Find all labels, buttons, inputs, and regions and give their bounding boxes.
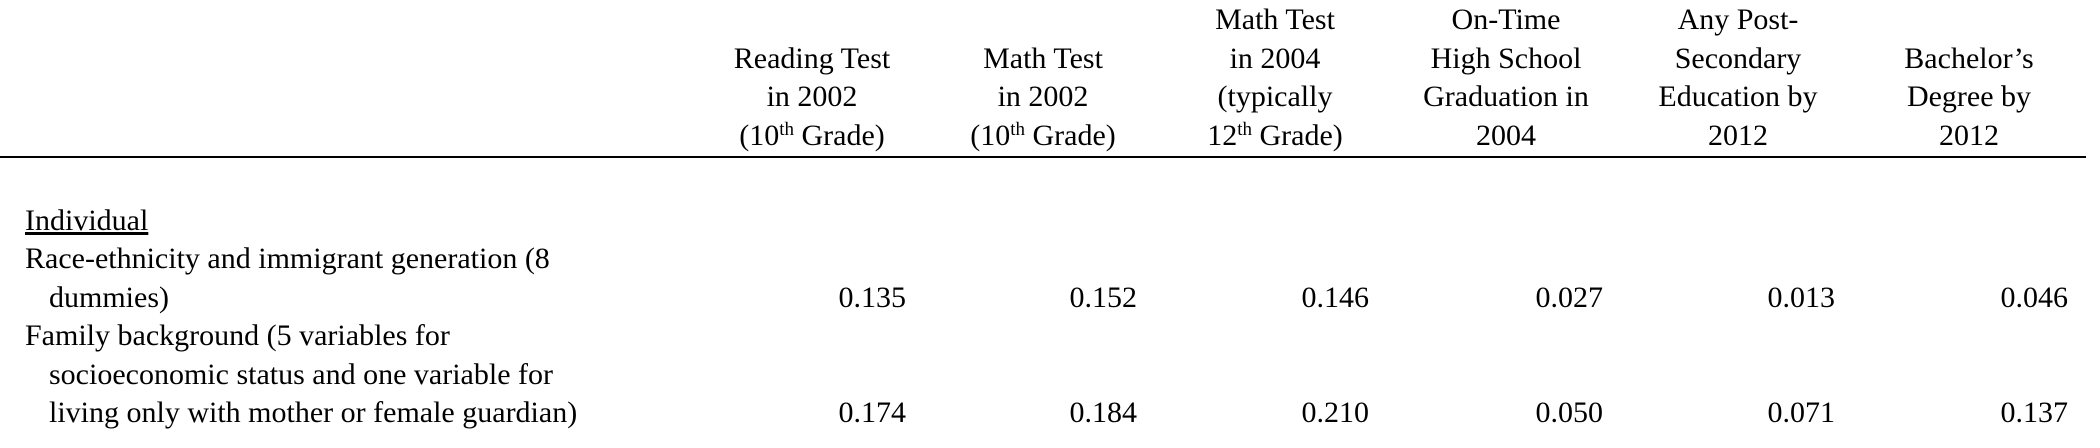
- section-label: Individual: [25, 204, 149, 237]
- column-header-line: High School: [1431, 41, 1582, 77]
- column-header-line: Graduation in: [1423, 79, 1589, 115]
- header-text: (10: [970, 119, 1011, 152]
- header-text: in 2002: [997, 80, 1089, 113]
- cell-value: 0.137: [2000, 396, 2069, 429]
- column-header-line: in 2002: [998, 79, 1089, 115]
- header-text: 2012: [1708, 119, 1768, 152]
- cell-value: 0.050: [1535, 396, 1604, 429]
- column-header-line: (10th Grade): [970, 118, 1116, 154]
- header-text: Math Test: [1215, 3, 1335, 36]
- header-text: Secondary: [1674, 42, 1802, 75]
- header-text: Bachelor’s: [1904, 42, 2034, 75]
- header-text: Any Post-: [1677, 3, 1799, 36]
- column-header-line: 2012: [1708, 118, 1768, 154]
- column-header-line: Any Post-: [1678, 2, 1799, 38]
- row-label: Family background (5 variables for: [25, 319, 450, 352]
- row-label: socioeconomic status and one variable fo…: [49, 357, 553, 391]
- column-header-line: (10th Grade): [739, 118, 885, 154]
- cell-value: 0.135: [838, 280, 907, 314]
- header-text: Grade): [1252, 119, 1343, 152]
- header-text: Grade): [794, 119, 885, 152]
- column-header-line: Math Test: [1215, 2, 1335, 38]
- header-text: 12: [1207, 119, 1238, 152]
- cell-value: 0.152: [1069, 280, 1138, 314]
- cell-value: 0.046: [2000, 280, 2069, 314]
- header-text: Math Test: [983, 42, 1103, 75]
- header-text: High School: [1430, 42, 1582, 75]
- header-text: in 2004: [1229, 42, 1321, 75]
- column-header-line: Math Test: [983, 41, 1103, 77]
- header-rule: [0, 156, 2086, 158]
- row-label: Race-ethnicity and immigrant generation …: [25, 242, 550, 275]
- cell-value: 0.146: [1301, 280, 1370, 314]
- column-header-line: in 2004: [1230, 41, 1321, 77]
- superscript: th: [779, 119, 794, 140]
- column-header-line: (typically: [1218, 79, 1333, 115]
- cell-value: 0.210: [1301, 396, 1370, 429]
- cell-value: 0.071: [1767, 396, 1836, 429]
- header-text: Graduation in: [1423, 80, 1589, 113]
- header-text: Degree by: [1906, 80, 2032, 113]
- cell-value: 0.027: [1535, 280, 1604, 314]
- header-text: On-Time: [1451, 3, 1561, 36]
- column-header-line: Education by: [1658, 79, 1817, 115]
- superscript: th: [1237, 119, 1252, 140]
- header-text: (10: [739, 119, 780, 152]
- column-header-line: in 2002: [767, 79, 858, 115]
- column-header-line: Degree by: [1907, 79, 2031, 115]
- cell-value: 0.184: [1069, 396, 1138, 429]
- column-header-line: Secondary: [1675, 41, 1802, 77]
- header-text: (typically: [1217, 80, 1333, 113]
- header-text: 2012: [1939, 119, 1999, 152]
- column-header-line: 2004: [1476, 118, 1536, 154]
- cell-value: 0.013: [1767, 280, 1836, 314]
- header-text: in 2002: [766, 80, 858, 113]
- header-text: 2004: [1476, 119, 1536, 152]
- column-header-line: 12th Grade): [1207, 118, 1343, 154]
- column-header-line: Bachelor’s: [1904, 41, 2033, 77]
- column-header-line: 2012: [1939, 118, 1999, 154]
- header-text: Education by: [1658, 80, 1818, 113]
- row-label: living only with mother or female guardi…: [49, 396, 578, 429]
- header-text: Reading Test: [733, 42, 891, 75]
- header-text: Grade): [1025, 119, 1116, 152]
- column-header-line: Reading Test: [734, 41, 891, 77]
- row-label: dummies): [49, 280, 169, 314]
- superscript: th: [1010, 119, 1025, 140]
- column-header-line: On-Time: [1452, 2, 1561, 38]
- cell-value: 0.174: [838, 396, 907, 429]
